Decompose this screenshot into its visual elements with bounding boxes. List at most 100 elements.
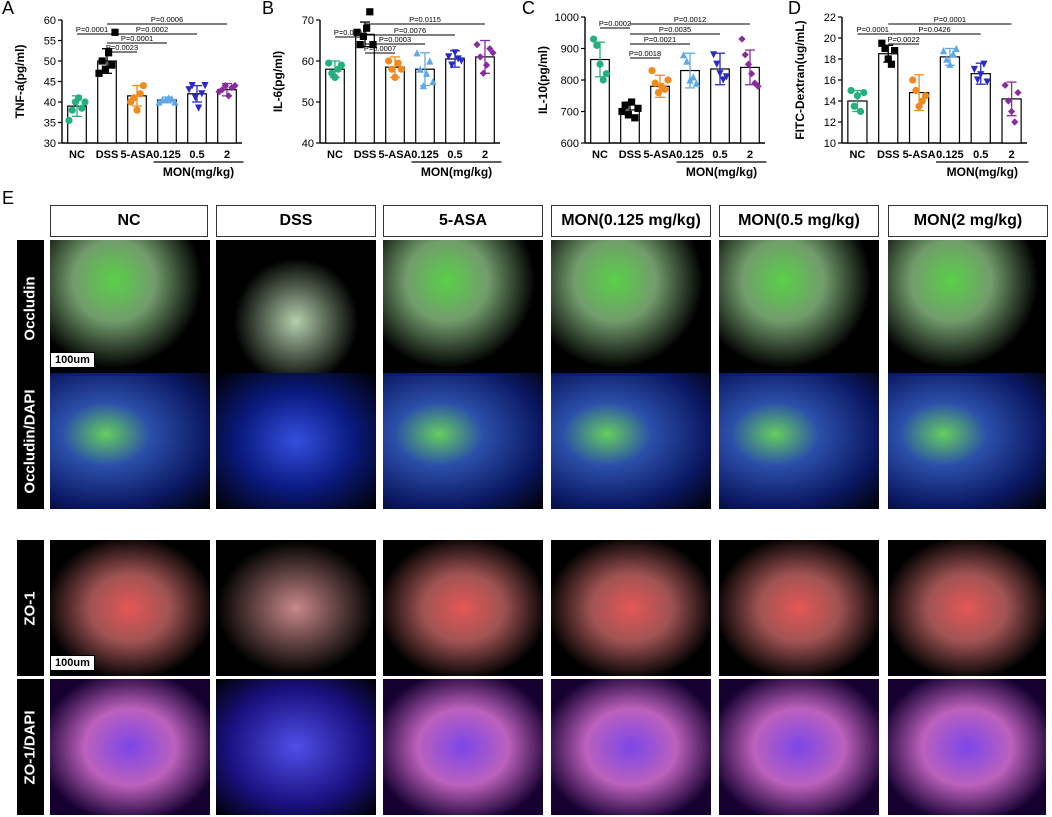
y-tick-label: 40: [302, 138, 314, 150]
x-tick-label: 0.125: [676, 149, 704, 161]
data-point: [878, 39, 886, 47]
data-point: [394, 59, 402, 67]
x-tick-label: NC: [592, 149, 608, 161]
data-point: [225, 92, 233, 100]
bar-0.125: [939, 56, 961, 144]
x-tick-label: DSS: [96, 149, 119, 161]
data-point: [891, 47, 899, 55]
x-tick-label: 0.125: [153, 149, 181, 161]
data-point: [618, 107, 626, 116]
data-point: [101, 65, 109, 73]
row-label-text: Occludin/DAPI: [22, 388, 39, 494]
p-value-label: P=0.0001: [934, 15, 966, 24]
y-tick-label: 16: [824, 75, 836, 87]
data-point: [946, 60, 954, 68]
data-point: [664, 76, 672, 84]
data-point: [887, 60, 896, 68]
p-value-label: P=0.0007: [364, 44, 396, 53]
data-point: [476, 53, 484, 61]
data-point: [75, 94, 83, 102]
data-point: [939, 47, 948, 55]
y-tick-label: 22: [824, 12, 836, 24]
p-value-label: P=0.0012: [674, 15, 706, 24]
micrograph-r3-c0: [50, 679, 210, 815]
x-tick-label: NC: [327, 149, 343, 161]
data-point: [133, 106, 141, 114]
y-tick-label: 60: [44, 15, 56, 27]
data-point: [388, 65, 396, 73]
p-value-label: P=0.0006: [151, 15, 183, 24]
data-point: [198, 90, 206, 98]
panel-label-c: C: [522, 0, 535, 18]
p-value-label: P=0.0023: [106, 43, 138, 52]
x-tick-label: NC: [69, 149, 85, 161]
data-point: [95, 69, 103, 77]
data-point: [754, 82, 762, 90]
micrograph-r2-c3: [551, 540, 711, 676]
data-point: [429, 77, 437, 86]
data-point: [661, 85, 669, 94]
data-point: [195, 104, 203, 112]
data-point: [973, 76, 982, 84]
bar-0.5: [445, 58, 465, 144]
data-point: [912, 86, 920, 95]
row-label-2: ZO-1: [17, 540, 44, 676]
x-tick-label: 0.5: [189, 149, 204, 161]
data-point: [680, 51, 688, 59]
x-tick-label: 0.5: [712, 149, 727, 161]
row-label-3: ZO-1/DAPI: [17, 679, 44, 815]
p-value-label: P=0.0002: [136, 25, 168, 34]
micrograph-r3-c3: [551, 679, 711, 815]
data-point: [331, 73, 339, 81]
micrograph-r1-c0: [50, 373, 210, 509]
data-point: [1014, 89, 1022, 97]
column-header-5: MON(2 mg/kg): [888, 205, 1048, 237]
y-axis-label: TNF-a(pg/ml): [13, 45, 27, 119]
column-header-2: 5-ASA: [383, 205, 543, 237]
row-label-text: ZO-1/DAPI: [22, 709, 39, 785]
data-point: [949, 50, 957, 58]
y-tick-label: 12: [824, 117, 836, 129]
data-point: [489, 49, 497, 57]
p-value-label: P=0.0426: [918, 25, 950, 34]
data-point: [111, 28, 119, 36]
data-point: [215, 88, 223, 96]
data-point: [654, 89, 663, 97]
data-point: [413, 49, 421, 57]
micrograph-r2-c2: [383, 540, 543, 676]
row-label-1: Occludin/DAPI: [17, 373, 44, 509]
data-point: [486, 45, 494, 53]
data-point: [599, 76, 607, 84]
data-point: [915, 102, 923, 110]
p-value-label: P=0.0022: [888, 35, 920, 44]
y-axis-label: IL-6(pg/ml): [271, 51, 285, 112]
data-point: [751, 79, 759, 87]
data-point: [884, 55, 892, 63]
data-point: [1007, 107, 1016, 116]
data-point: [385, 57, 393, 65]
data-point: [130, 94, 138, 102]
data-point: [596, 60, 604, 68]
y-axis-label: IL-10(pg/ml): [536, 46, 550, 114]
data-point: [857, 107, 865, 116]
data-point: [1011, 118, 1019, 126]
data-point: [593, 41, 601, 49]
y-tick-label: 40: [44, 97, 56, 109]
data-point: [692, 79, 700, 87]
micrograph-r0-c2: [383, 240, 543, 376]
y-tick-label: 70: [302, 15, 314, 27]
data-point: [980, 60, 988, 68]
data-point: [1001, 81, 1009, 89]
y-tick-label: 50: [302, 97, 314, 109]
data-point: [847, 86, 855, 95]
y-tick-label: 45: [44, 77, 56, 89]
scale-bar-label: 100um: [50, 655, 95, 671]
x-tick-label: 2: [1009, 149, 1015, 161]
data-point: [359, 32, 367, 40]
data-point: [65, 116, 73, 125]
x-tick-label: 5-ASA: [378, 149, 411, 161]
data-point: [397, 65, 405, 73]
column-header-3: MON(0.125 mg/kg): [551, 205, 711, 237]
y-axis-label: FITC-Dextran(ug/mL): [793, 20, 807, 139]
